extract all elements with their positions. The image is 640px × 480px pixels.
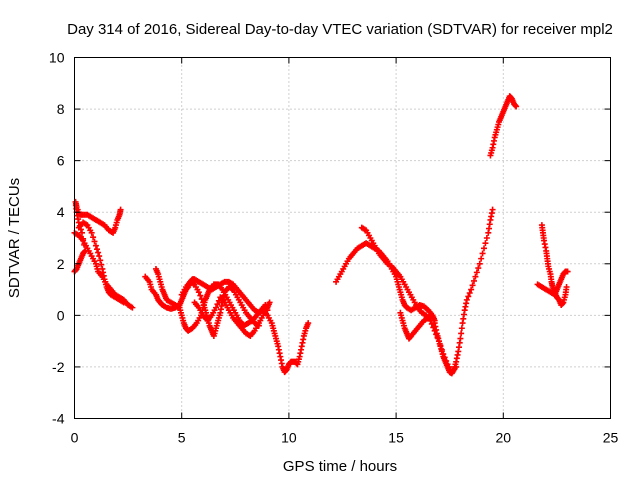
data-point — [94, 246, 101, 253]
data-point — [438, 346, 445, 353]
series-seg9 — [358, 224, 460, 376]
data-point — [563, 283, 570, 290]
y-tick-label: 2 — [57, 256, 65, 272]
data-point — [120, 299, 127, 306]
data-point — [440, 351, 447, 358]
data-point — [482, 240, 489, 247]
data-point — [79, 229, 86, 236]
data-point — [468, 286, 475, 293]
data-point — [95, 249, 102, 256]
data-point — [458, 330, 465, 337]
data-point — [428, 320, 435, 327]
x-tick-label: 15 — [388, 430, 404, 446]
data-point — [463, 296, 470, 303]
data-point — [431, 317, 438, 324]
data-point — [443, 357, 450, 364]
y-tick-label: 10 — [49, 50, 65, 66]
data-point — [434, 334, 441, 341]
data-point — [481, 245, 488, 252]
data-point — [91, 238, 98, 245]
data-point — [473, 269, 480, 276]
y-tick-label: 6 — [57, 153, 65, 169]
data-point — [466, 290, 473, 297]
data-point — [117, 206, 124, 213]
y-axis: -4 -2 0 2 4 6 8 10 — [49, 50, 611, 427]
data-point — [458, 325, 465, 332]
data-point — [479, 250, 486, 257]
y-tick-label: -2 — [52, 359, 65, 375]
data-point — [96, 253, 103, 260]
data-point — [441, 354, 448, 361]
data-point — [478, 255, 485, 262]
data-point — [97, 257, 104, 264]
y-tick-label: 0 — [57, 307, 65, 323]
x-tick-label: 25 — [603, 430, 619, 446]
x-axis: 0 5 10 15 20 25 — [71, 57, 619, 446]
data-point — [470, 277, 477, 284]
data-point — [457, 335, 464, 342]
y-tick-label: -4 — [52, 411, 65, 427]
data-point — [198, 296, 205, 303]
data-point — [195, 289, 202, 296]
data-point — [453, 363, 460, 370]
data-point — [90, 234, 97, 241]
x-tick-label: 5 — [178, 430, 186, 446]
data-point — [266, 299, 273, 306]
data-point — [435, 338, 442, 345]
data-point — [476, 260, 483, 267]
data-point — [98, 261, 105, 268]
x-tick-label: 20 — [496, 430, 512, 446]
data-point — [430, 324, 437, 331]
chart-title: Day 314 of 2016, Sidereal Day-to-day VTE… — [67, 21, 613, 38]
plot-frame — [74, 57, 611, 419]
data-point — [433, 331, 440, 338]
grid — [74, 57, 611, 419]
y-axis-label: SDTVAR / TECUs — [6, 178, 23, 298]
data-point — [489, 206, 496, 213]
y-tick-label: 4 — [57, 204, 65, 220]
series-seg12 — [538, 222, 570, 309]
data-point — [465, 293, 472, 300]
data-point — [483, 235, 490, 241]
series-seg3 — [75, 219, 127, 306]
data-point — [475, 265, 482, 272]
data-marks — [71, 93, 571, 377]
series-seg7 — [191, 294, 273, 339]
x-axis-label: GPS time / hours — [283, 458, 397, 475]
data-point — [513, 103, 520, 110]
data-point — [214, 301, 221, 308]
x-tick-label: 0 — [71, 430, 79, 446]
data-point — [129, 304, 136, 311]
data-point — [564, 268, 571, 275]
data-point — [197, 292, 204, 299]
series-seg8 — [333, 206, 496, 377]
data-point — [213, 304, 220, 311]
data-point — [469, 282, 476, 289]
y-tick-label: 8 — [57, 101, 65, 117]
data-point — [92, 242, 99, 249]
data-point — [437, 342, 444, 349]
data-point — [305, 320, 312, 327]
series-seg13 — [534, 268, 571, 298]
data-point — [88, 229, 95, 236]
data-point — [431, 327, 438, 334]
x-tick-label: 10 — [281, 430, 297, 446]
data-point — [472, 273, 479, 280]
series-seg11 — [487, 93, 520, 159]
series-seg10 — [397, 309, 438, 342]
